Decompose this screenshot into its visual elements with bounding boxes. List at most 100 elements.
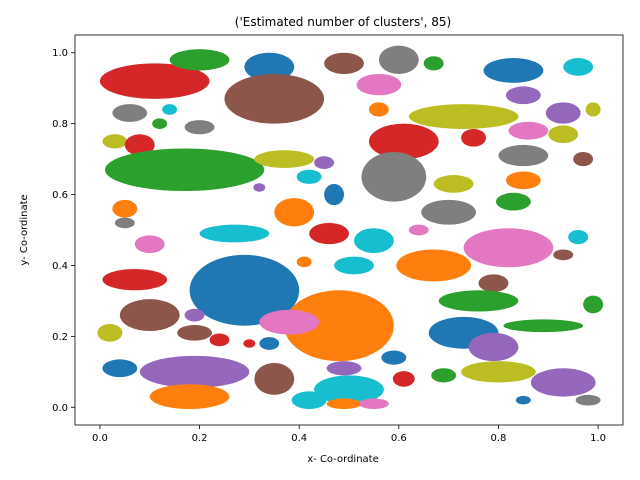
cluster-10 <box>563 58 594 76</box>
cluster-30 <box>314 156 335 170</box>
cluster-18 <box>545 102 581 124</box>
cluster-14 <box>152 118 168 129</box>
cluster-32 <box>253 183 266 192</box>
cluster-51 <box>296 256 312 268</box>
cluster-39 <box>324 183 345 206</box>
cluster-34 <box>433 175 474 193</box>
cluster-36 <box>112 199 138 218</box>
y-tick-label: 0.2 <box>52 332 68 343</box>
cluster-33 <box>361 152 427 202</box>
cluster-64 <box>209 333 230 347</box>
cluster-layer <box>97 45 604 410</box>
cluster-11 <box>505 86 541 105</box>
cluster-59 <box>259 309 320 335</box>
y-tick-label: 0.8 <box>52 119 68 130</box>
y-tick-label: 0.4 <box>52 261 68 272</box>
cluster-53 <box>478 274 509 293</box>
x-tick-label: 0.6 <box>391 433 407 444</box>
x-tick-label: 0.4 <box>291 433 307 444</box>
cluster-17 <box>408 104 519 129</box>
cluster-74 <box>326 361 362 376</box>
cluster-85 <box>575 394 601 406</box>
cluster-70 <box>381 350 407 365</box>
cluster-20 <box>508 121 549 140</box>
x-tick-label: 1.0 <box>590 433 606 444</box>
cluster-29 <box>254 150 315 168</box>
cluster-80 <box>149 384 230 410</box>
cluster-27 <box>573 152 594 167</box>
cluster-49 <box>134 235 165 254</box>
cluster-38 <box>274 198 315 227</box>
cluster-57 <box>184 308 205 322</box>
cluster-12 <box>112 104 148 122</box>
y-tick-label: 0.6 <box>52 190 68 201</box>
cluster-16 <box>368 102 389 117</box>
x-axis: 0.0 0.2 0.4 0.6 0.8 1.0 <box>92 425 606 444</box>
cluster-54 <box>102 269 168 291</box>
cluster-8 <box>356 74 402 96</box>
cluster-25 <box>461 128 486 147</box>
cluster-77 <box>461 361 536 383</box>
cluster-50 <box>334 256 374 275</box>
cluster-4 <box>224 74 325 124</box>
cluster-78 <box>530 368 596 397</box>
cluster-45 <box>408 224 429 236</box>
cluster-55 <box>189 254 300 326</box>
cluster-6 <box>378 45 419 74</box>
cluster-21 <box>548 125 579 144</box>
cluster-79 <box>314 375 384 404</box>
x-tick-label: 0.0 <box>92 433 108 444</box>
cluster-48 <box>553 249 574 261</box>
cluster-75 <box>392 371 415 387</box>
cluster-37 <box>114 217 135 229</box>
cluster-83 <box>358 398 389 410</box>
cluster-68 <box>468 332 519 362</box>
cluster-61 <box>583 295 604 314</box>
cluster-5 <box>324 52 364 74</box>
y-axis-label: y- Co-ordinate <box>19 194 30 265</box>
cluster-1 <box>99 63 210 99</box>
cluster-81 <box>291 391 327 410</box>
y-tick-label: 1.0 <box>52 48 68 59</box>
x-tick-label: 0.8 <box>491 433 507 444</box>
cluster-41 <box>495 192 531 211</box>
cluster-46 <box>463 228 554 268</box>
y-axis: 0.0 0.2 0.4 0.6 0.8 1.0 <box>52 48 75 414</box>
cluster-40 <box>421 199 477 225</box>
cluster-15 <box>184 120 215 135</box>
cluster-56 <box>119 299 180 332</box>
cluster-23 <box>124 134 155 156</box>
cluster-62 <box>97 323 123 342</box>
x-axis-label: x- Co-ordinate <box>307 454 379 465</box>
cluster-7 <box>423 56 444 71</box>
cluster-82 <box>326 398 362 410</box>
cluster-22 <box>102 134 128 149</box>
cluster-13 <box>162 104 178 115</box>
cluster-58 <box>284 290 394 362</box>
cluster-73 <box>254 362 295 395</box>
cluster-84 <box>515 395 531 405</box>
cluster-44 <box>353 228 394 254</box>
plot-frame <box>74 34 624 426</box>
cluster-28 <box>104 148 265 192</box>
cluster-52 <box>396 249 472 282</box>
cluster-24 <box>368 123 439 160</box>
chart-title: ('Estimated number of clusters', 85) <box>235 15 451 29</box>
cluster-60 <box>438 290 519 312</box>
cluster-43 <box>309 222 349 245</box>
cluster-66 <box>259 337 280 350</box>
cluster-65 <box>243 339 256 348</box>
cluster-26 <box>498 144 549 167</box>
cluster-19 <box>585 102 601 117</box>
x-tick-label: 0.2 <box>192 433 208 444</box>
cluster-71 <box>102 359 138 378</box>
cluster-47 <box>568 230 589 245</box>
cluster-63 <box>177 325 212 341</box>
cluster-31 <box>296 169 322 184</box>
cluster-2 <box>169 49 230 71</box>
cluster-9 <box>483 58 544 83</box>
cluster-3 <box>244 52 295 82</box>
cluster-35 <box>505 171 541 190</box>
y-tick-label: 0.0 <box>52 403 68 414</box>
